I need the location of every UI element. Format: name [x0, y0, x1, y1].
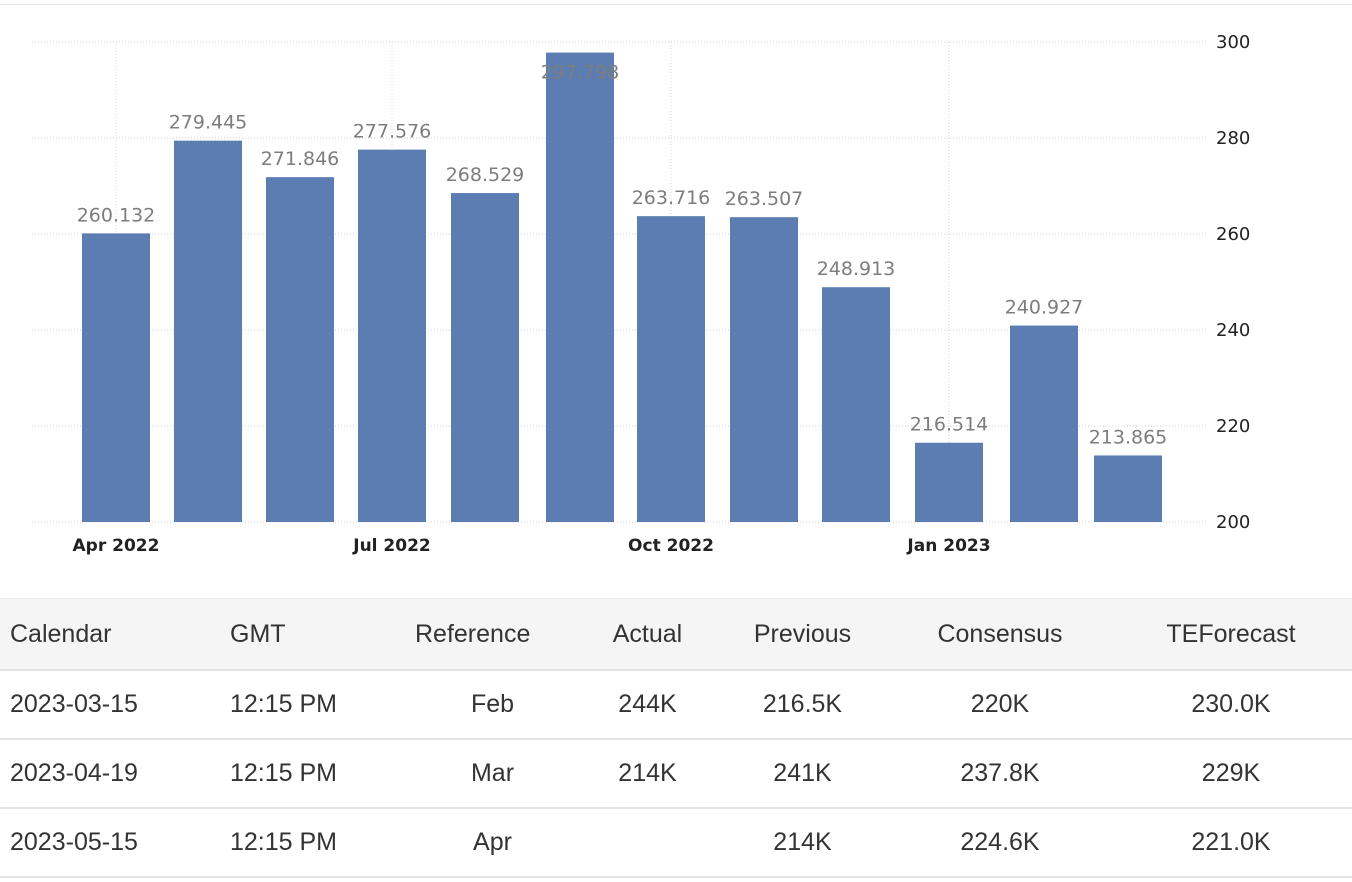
cell-previous: 216.5K [715, 670, 890, 740]
cell-actual: 214K [580, 739, 715, 809]
header-consensus: Consensus [890, 598, 1110, 671]
calendar-table: Calendar GMT Reference Actual Previous C… [0, 598, 1352, 878]
cell-gmt: 12:15 PM [220, 739, 405, 809]
bar [1010, 325, 1078, 522]
data-label: 279.445 [169, 112, 248, 134]
cell-previous: 214K [715, 808, 890, 878]
data-labels: 260.132 279.445 271.846 277.576 268.529 297.7… [77, 62, 1168, 449]
bar [730, 217, 798, 523]
bar-chart: 260.132 279.445 271.846 277.576 268.529 297.7… [32, 32, 1250, 556]
table-row: 2023-03-15 12:15 PM Feb 244K 216.5K 220K… [0, 670, 1352, 740]
cell-consensus: 237.8K [890, 739, 1110, 809]
y-axis-ticks: 200 220 240 260 280 300 [1216, 32, 1250, 533]
cell-consensus: 220K [890, 670, 1110, 740]
bar [637, 216, 705, 522]
table-row: 2023-04-19 12:15 PM Mar 214K 241K 237.8K… [0, 739, 1352, 809]
cell-calendar: 2023-05-15 [0, 808, 220, 878]
data-label: 213.865 [1089, 426, 1168, 448]
y-tick-label: 260 [1216, 224, 1250, 245]
cell-previous: 241K [715, 739, 890, 809]
header-gmt: GMT [220, 598, 405, 671]
y-tick-label: 240 [1216, 320, 1250, 341]
data-label: 297.798 [541, 62, 620, 84]
cell-calendar: 2023-04-19 [0, 739, 220, 809]
bar [266, 177, 334, 522]
data-label: 240.927 [1005, 297, 1084, 319]
bar [822, 287, 890, 522]
x-tick-label: Apr 2022 [73, 536, 160, 556]
top-divider [0, 4, 1352, 5]
bar [358, 149, 426, 522]
data-label: 263.507 [725, 188, 804, 210]
bars [82, 52, 1162, 523]
data-label: 268.529 [446, 164, 525, 186]
bar [174, 140, 242, 522]
x-tick-label: Jul 2022 [352, 536, 431, 556]
x-tick-label: Jan 2023 [906, 536, 990, 556]
data-label: 216.514 [910, 414, 989, 436]
data-label: 263.716 [632, 187, 711, 209]
bar [915, 442, 983, 522]
cell-teforecast: 230.0K [1110, 670, 1352, 740]
bar [451, 193, 519, 523]
cell-teforecast: 229K [1110, 739, 1352, 809]
y-tick-label: 300 [1216, 32, 1250, 53]
bar [1094, 455, 1162, 522]
cell-gmt: 12:15 PM [220, 808, 405, 878]
cell-reference: Apr [405, 808, 580, 878]
cell-teforecast: 221.0K [1110, 808, 1352, 878]
cell-gmt: 12:15 PM [220, 670, 405, 740]
bar [546, 52, 614, 522]
table-row: 2023-05-15 12:15 PM Apr 214K 224.6K 221.… [0, 808, 1352, 878]
data-label: 277.576 [353, 121, 432, 143]
y-tick-label: 280 [1216, 128, 1250, 149]
header-previous: Previous [715, 598, 890, 671]
cell-consensus: 224.6K [890, 808, 1110, 878]
bar [82, 233, 150, 522]
header-reference: Reference [405, 598, 580, 671]
cell-actual [580, 808, 715, 878]
header-actual: Actual [580, 598, 715, 671]
x-axis-ticks: Apr 2022 Jul 2022 Oct 2022 Jan 2023 [73, 536, 991, 556]
cell-calendar: 2023-03-15 [0, 670, 220, 740]
data-label: 271.846 [261, 148, 340, 170]
header-calendar: Calendar [0, 598, 220, 671]
data-label: 248.913 [817, 258, 896, 280]
cell-reference: Feb [405, 670, 580, 740]
y-tick-label: 220 [1216, 416, 1250, 437]
header-teforecast: TEForecast [1110, 598, 1352, 671]
table-header-row: Calendar GMT Reference Actual Previous C… [0, 598, 1352, 671]
cell-reference: Mar [405, 739, 580, 809]
y-tick-label: 200 [1216, 512, 1250, 533]
x-tick-label: Oct 2022 [628, 536, 714, 556]
data-label: 260.132 [77, 204, 156, 226]
cell-actual: 244K [580, 670, 715, 740]
